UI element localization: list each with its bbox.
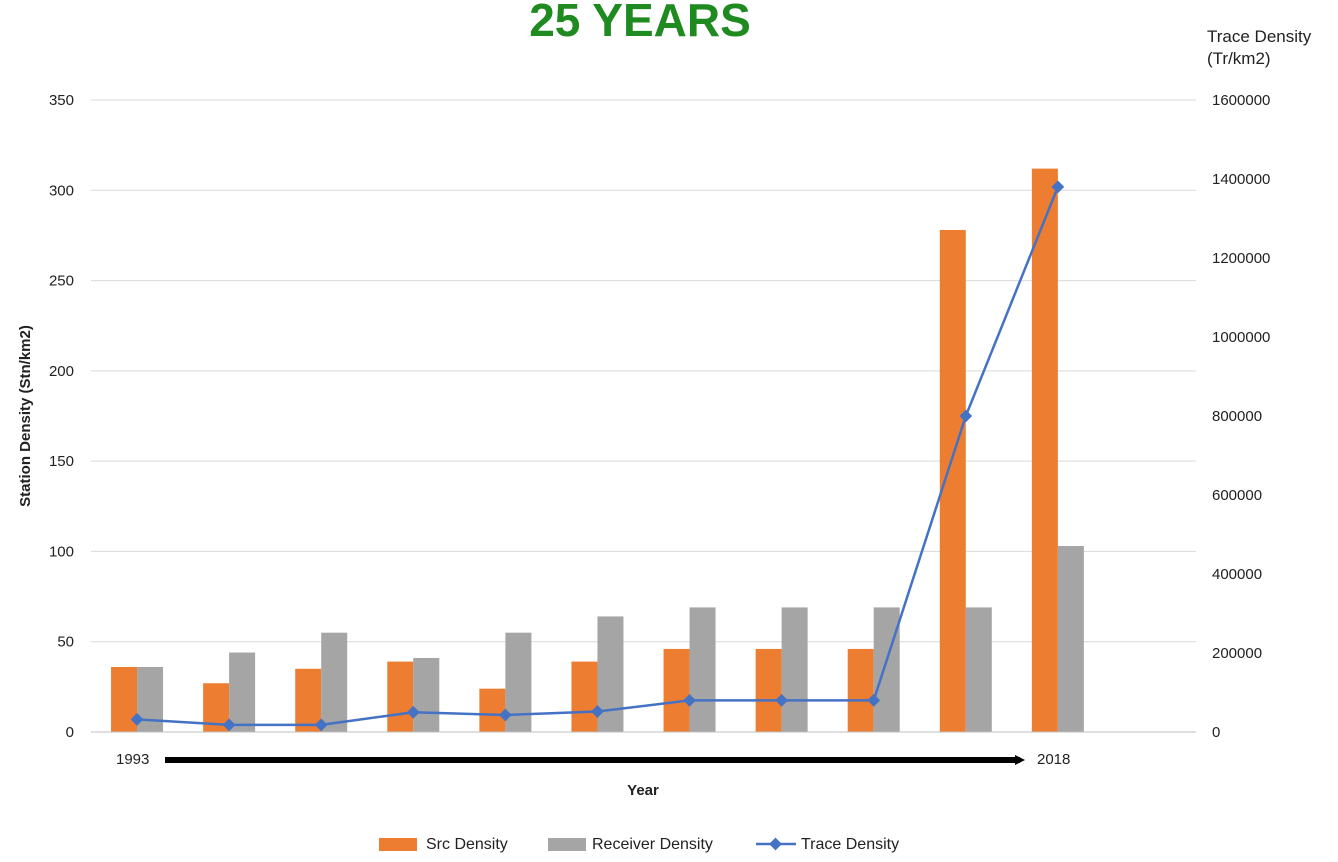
bar-src-density bbox=[111, 666, 138, 732]
bar-receiver-density bbox=[689, 607, 716, 732]
bar-src-density bbox=[387, 661, 414, 732]
y-tick-label: 50 bbox=[57, 634, 74, 651]
y-tick-label: 250 bbox=[49, 273, 74, 290]
y2-tick-label: 0 bbox=[1212, 724, 1220, 741]
bar-receiver-density bbox=[965, 607, 992, 732]
y2-tick-label: 800000 bbox=[1212, 408, 1262, 425]
legend-marker-trace-density bbox=[769, 837, 782, 851]
y-tick-label: 350 bbox=[49, 92, 74, 109]
legend-label-trace-density: Trace Density bbox=[801, 836, 899, 853]
y-axis-title: Station Density (Stn/km2) bbox=[17, 325, 34, 507]
bar-receiver-density bbox=[321, 632, 348, 732]
bar-receiver-density bbox=[229, 652, 256, 732]
x-start-label: 1993 bbox=[116, 751, 149, 768]
right-axis-ticks: 0 200000 400000 600000 800000 1000000 1200000 1… bbox=[1212, 92, 1270, 741]
bar-receiver-density bbox=[597, 616, 624, 732]
y-tick-label: 300 bbox=[49, 182, 74, 199]
bar-receiver-density bbox=[137, 666, 164, 732]
bar-receiver-density bbox=[413, 657, 440, 732]
bar-receiver-density bbox=[1057, 546, 1084, 732]
legend-label-receiver-density: Receiver Density bbox=[592, 836, 713, 853]
y2-axis-title-line2: (Tr/km2) bbox=[1207, 49, 1271, 68]
y-tick-label: 200 bbox=[49, 363, 74, 380]
legend: Src Density Receiver Density Trace Densi… bbox=[379, 836, 899, 853]
y-tick-label: 0 bbox=[66, 724, 74, 741]
y2-tick-label: 1000000 bbox=[1212, 329, 1270, 346]
bar-src-density bbox=[755, 648, 782, 732]
legend-swatch-src-density bbox=[379, 838, 417, 851]
bar-src-density bbox=[571, 661, 598, 732]
bar-src-density bbox=[1031, 168, 1058, 733]
bar-src-density bbox=[479, 688, 506, 732]
left-axis-ticks: 0 50 100 150 200 250 300 350 bbox=[49, 92, 74, 741]
y2-tick-label: 1400000 bbox=[1212, 171, 1270, 188]
bar-src-density bbox=[663, 648, 690, 732]
bar-src-density bbox=[847, 648, 874, 732]
legend-label-src-density: Src Density bbox=[426, 836, 508, 853]
y2-tick-label: 600000 bbox=[1212, 487, 1262, 504]
bar-receiver-density bbox=[873, 607, 900, 732]
legend-swatch-receiver-density bbox=[548, 838, 586, 851]
y-tick-label: 100 bbox=[49, 543, 74, 560]
y2-tick-label: 400000 bbox=[1212, 566, 1262, 583]
bar-src-density bbox=[295, 668, 322, 732]
x-axis-title: Year bbox=[627, 782, 659, 799]
y2-tick-label: 1200000 bbox=[1212, 250, 1270, 267]
y2-axis-title-line1: Trace Density bbox=[1207, 27, 1312, 46]
y2-tick-label: 200000 bbox=[1212, 645, 1262, 662]
y2-tick-label: 1600000 bbox=[1212, 92, 1270, 109]
bars bbox=[111, 168, 1084, 733]
y-tick-label: 150 bbox=[49, 453, 74, 470]
gridlines bbox=[91, 99, 1196, 643]
x-end-label: 2018 bbox=[1037, 751, 1070, 768]
chart-title: 25 YEARS bbox=[529, 0, 751, 46]
bar-receiver-density bbox=[781, 607, 808, 732]
